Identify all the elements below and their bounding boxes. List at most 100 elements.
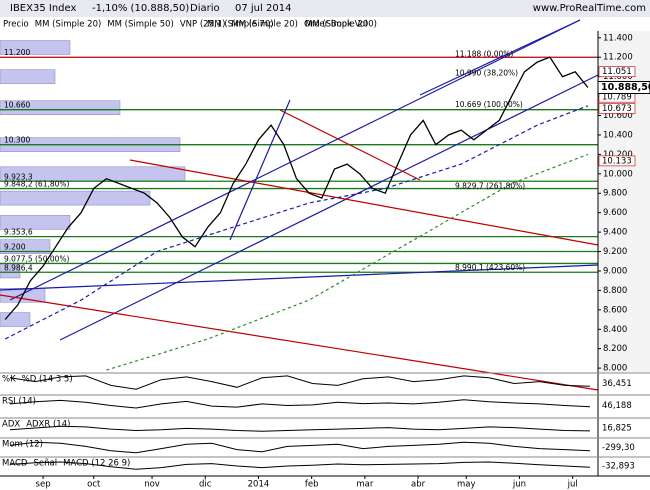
fib-annotation: 8.990,1 (423,60%) bbox=[455, 263, 525, 272]
y-tick-label: 10.200 bbox=[603, 150, 633, 160]
level-label: 9.077,5 (50,00%) bbox=[4, 254, 70, 263]
fib-annotation: 11.188 (0,00%) bbox=[455, 49, 513, 58]
volume-profile-bar bbox=[0, 69, 56, 84]
y-tick-label: 9.200 bbox=[603, 247, 627, 257]
trend-line bbox=[59, 74, 599, 341]
level-label: 9.848,2 (61,80%) bbox=[4, 180, 70, 189]
volume-profile-bar bbox=[0, 40, 71, 55]
indicator-label: RSI (14) bbox=[2, 397, 36, 407]
header-bar bbox=[0, 0, 650, 17]
x-tick-label: jul bbox=[567, 480, 578, 490]
price-tag-label: 10.789 bbox=[602, 93, 632, 103]
x-tick-label: sep bbox=[36, 480, 51, 490]
indicator-label: Señal bbox=[33, 459, 57, 469]
legend-entry: Precio bbox=[3, 20, 29, 30]
y-tick-label: 10.400 bbox=[603, 130, 633, 140]
y-tick-label: 9.000 bbox=[603, 266, 627, 276]
indicator-value: 16,825 bbox=[602, 424, 632, 434]
indicator-label: MACD bbox=[2, 459, 28, 469]
y-tick-label: 9.600 bbox=[603, 208, 627, 218]
volume-profile-bar bbox=[0, 190, 151, 206]
y-tick-label: 10.000 bbox=[603, 169, 633, 179]
x-tick-label: nov bbox=[144, 480, 160, 490]
series-line bbox=[4, 56, 589, 320]
y-tick-label: 8.600 bbox=[603, 305, 627, 315]
fib-annotation: 9.829,7 (261,80%) bbox=[455, 181, 525, 190]
indicator-value: -32,893 bbox=[602, 462, 635, 472]
x-tick-label: dic bbox=[199, 480, 212, 490]
change: -1,10% (10.888,50) bbox=[92, 3, 189, 14]
y-tick-label: 9.800 bbox=[603, 189, 627, 199]
y-tick-label: 8.200 bbox=[603, 344, 627, 354]
indicator-line bbox=[9, 441, 591, 454]
volume-profile-bar bbox=[0, 215, 71, 230]
price-tag bbox=[598, 66, 636, 78]
indicator-line bbox=[9, 399, 591, 409]
trend-line bbox=[229, 99, 291, 241]
price-tag-label: 11.051 bbox=[602, 67, 632, 77]
price-tag bbox=[598, 155, 636, 167]
y-tick-label: 8.400 bbox=[603, 325, 627, 335]
volume-profile-bar bbox=[0, 100, 121, 115]
y-tick-label: 11.000 bbox=[603, 72, 633, 82]
last-price-label: 10.888,50 bbox=[601, 82, 650, 93]
y-tick-label: 11.400 bbox=[603, 33, 633, 43]
trend-line bbox=[419, 19, 581, 96]
indicator-line bbox=[9, 425, 591, 432]
legend-entry: MM (Simple 20) bbox=[231, 20, 298, 30]
legend-entry: MM (Simple 20) bbox=[35, 20, 102, 30]
indicator-label: Mom (12) bbox=[2, 440, 43, 450]
legend-entry: VNP (25,1) bbox=[180, 20, 226, 30]
title: IBEX35 Index bbox=[10, 3, 76, 14]
period: Diario bbox=[190, 3, 220, 14]
level-label: 9.353,6 bbox=[4, 228, 33, 237]
fib-annotation: 10.669 (100,00%) bbox=[455, 100, 523, 109]
volume-profile-bar bbox=[0, 312, 31, 327]
indicator-label: %K bbox=[2, 375, 16, 385]
y-tick-label: 11.200 bbox=[603, 53, 633, 63]
legend-entry: Order Book Vol bbox=[304, 20, 367, 30]
y-tick-label: 8.800 bbox=[603, 286, 627, 296]
y-tick-label: 10.600 bbox=[603, 111, 633, 121]
indicator-label: MACD (12 26 9) bbox=[63, 459, 130, 469]
x-tick-label: 2014 bbox=[248, 480, 270, 490]
legend-entry: MM (Simple 200) bbox=[305, 20, 377, 30]
indicator-line bbox=[9, 375, 591, 390]
level-label: 10.660 bbox=[4, 101, 30, 110]
indicator-value: 46,188 bbox=[602, 401, 632, 411]
price-tag-label: 10.133 bbox=[602, 156, 632, 166]
indicator-label: ADXR (14) bbox=[26, 420, 70, 430]
trend-line bbox=[0, 294, 599, 391]
level-label: 10.300 bbox=[4, 136, 30, 145]
legend-entry: MM (Simple 50) bbox=[107, 20, 174, 30]
trend-line bbox=[0, 264, 599, 291]
level-label: 8.986,4 bbox=[4, 263, 33, 272]
level-label: 9.200 bbox=[4, 243, 26, 252]
y-tick-label: 9.400 bbox=[603, 228, 627, 238]
indicator-value: -299,30 bbox=[602, 443, 635, 453]
x-tick-label: feb bbox=[305, 480, 319, 490]
price-tag bbox=[598, 103, 636, 114]
x-tick-label: jun bbox=[512, 480, 526, 490]
x-tick-label: oct bbox=[87, 480, 101, 490]
volume-profile-bar bbox=[0, 239, 51, 254]
indicator-line bbox=[9, 461, 591, 470]
fib-annotation: 10.990 (38,20%) bbox=[455, 69, 518, 78]
trend-line bbox=[129, 159, 599, 246]
date: 07 jul 2014 bbox=[235, 3, 291, 14]
x-tick-label: abr bbox=[411, 480, 426, 490]
site: www.ProRealTime.com bbox=[533, 3, 646, 14]
trend-line bbox=[9, 19, 581, 301]
series-line bbox=[4, 105, 589, 340]
indicator-value: 36,451 bbox=[602, 379, 632, 389]
y-tick-label: 8.000 bbox=[603, 364, 627, 374]
x-tick-label: mar bbox=[356, 480, 373, 490]
level-label: 11.200 bbox=[4, 48, 30, 57]
x-tick-label: may bbox=[457, 480, 476, 490]
legend-entry: MM (Simple 70) bbox=[207, 20, 274, 30]
indicator-label: %D (14 3 5) bbox=[22, 375, 73, 385]
price-tag-label: 10.673 bbox=[602, 104, 632, 114]
indicator-label: ADX bbox=[2, 420, 20, 430]
